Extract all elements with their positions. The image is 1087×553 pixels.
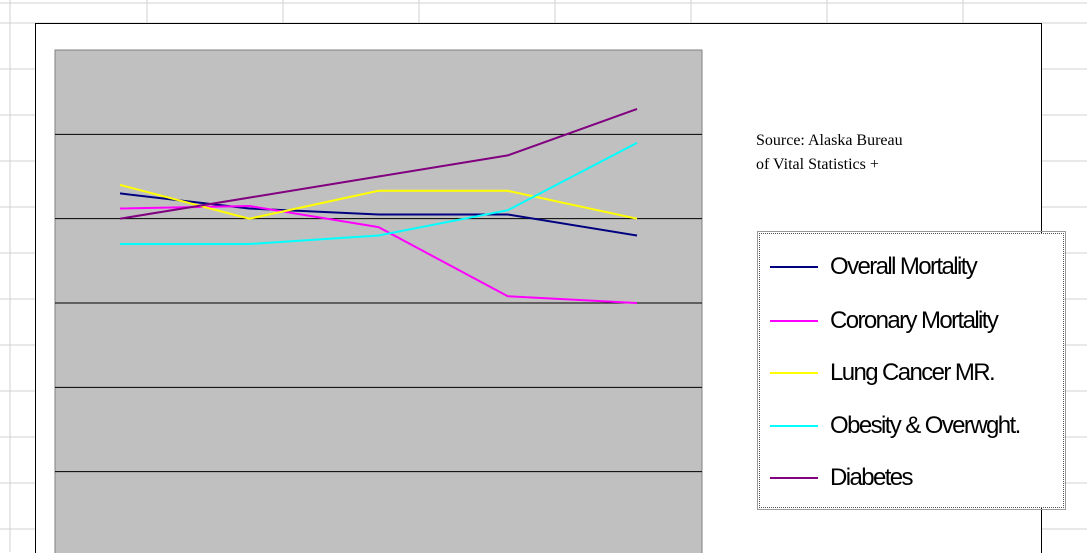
legend-swatch xyxy=(770,425,818,427)
line-chart xyxy=(54,49,703,553)
legend-swatch xyxy=(770,372,818,374)
legend-swatch xyxy=(770,477,818,479)
source-note: Source: Alaska Bureau of Vital Statistic… xyxy=(756,132,903,173)
series-line-diabetes xyxy=(119,108,638,220)
legend-label: Diabetes xyxy=(830,464,914,491)
chart-legend[interactable]: Overall Mortality Coronary Mortality Lun… xyxy=(757,231,1066,510)
legend-item-lung-cancer: Lung Cancer MR. xyxy=(770,353,996,393)
legend-label: Coronary Mortality xyxy=(830,307,999,334)
legend-item-coronary-mortality: Coronary Mortality xyxy=(770,301,999,341)
series-line-overall-mortality xyxy=(119,192,638,237)
chart-object[interactable]: Source: Alaska Bureau of Vital Statistic… xyxy=(35,23,1066,553)
legend-swatch xyxy=(770,320,818,322)
legend-label: Obesity & Overwght. xyxy=(830,412,1021,439)
legend-label: Lung Cancer MR. xyxy=(830,359,996,386)
series-line-lung-cancer-mr xyxy=(119,183,638,220)
legend-item-diabetes: Diabetes xyxy=(770,458,914,498)
legend-swatch xyxy=(770,266,818,268)
series-line-obesity-overwght xyxy=(120,141,638,245)
legend-item-obesity: Obesity & Overwght. xyxy=(770,406,1021,446)
legend-label: Overall Mortality xyxy=(830,253,978,280)
legend-item-overall-mortality: Overall Mortality xyxy=(770,247,978,287)
